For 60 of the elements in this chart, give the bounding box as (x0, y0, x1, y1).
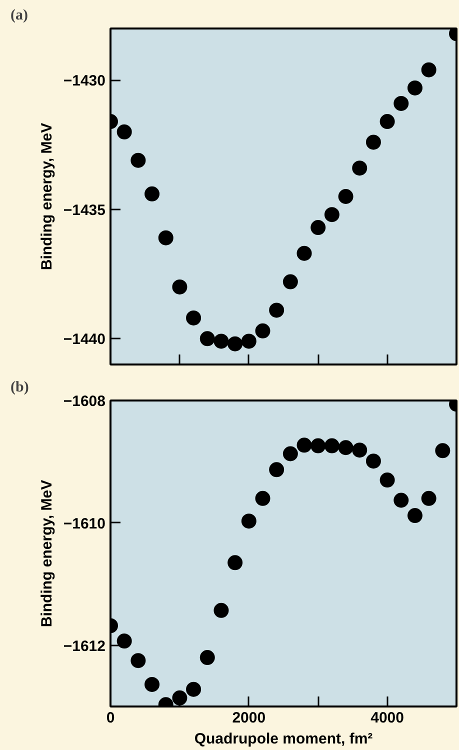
point (158, 230, 174, 246)
point (352, 442, 368, 458)
point (241, 334, 256, 349)
point (407, 80, 422, 96)
y-tick-label: −1440 (63, 331, 106, 348)
point (366, 454, 381, 469)
point (186, 682, 202, 697)
point (200, 650, 215, 666)
point (380, 472, 395, 488)
y-tick-label: −1610 (63, 515, 106, 532)
y-axis-title: Binding energy, MeV (38, 122, 56, 270)
point (352, 160, 368, 176)
point (214, 334, 229, 349)
chart-title: (a) (10, 8, 28, 24)
point (296, 246, 312, 261)
point (394, 96, 409, 111)
point (380, 114, 395, 130)
y-tick-label: −1435 (63, 202, 106, 219)
y-tick-label: −1430 (63, 72, 106, 90)
x-tick-label: 2000 (232, 710, 266, 726)
point (200, 331, 215, 346)
y-axis-title: Binding energy, MeV (38, 480, 56, 628)
point (186, 310, 202, 326)
x-axis-title: Quadrupole moment, fm² (194, 730, 373, 748)
y-tick-label: −1608 (63, 393, 106, 410)
point (255, 323, 270, 338)
x-tick-label: 4000 (370, 710, 404, 726)
point (116, 124, 132, 140)
point (144, 186, 160, 202)
point (116, 634, 132, 648)
point (421, 490, 436, 506)
point (214, 602, 229, 618)
point (435, 443, 450, 458)
point (296, 438, 312, 453)
point (282, 446, 298, 462)
point (130, 152, 146, 168)
point (228, 555, 243, 570)
point (144, 676, 160, 692)
point (241, 514, 256, 529)
point (269, 462, 284, 478)
point (310, 220, 326, 235)
x-tick-label: 0 (106, 710, 115, 726)
point (394, 492, 409, 508)
point (338, 189, 354, 204)
chart-title: (b) (10, 380, 29, 396)
point (366, 134, 381, 150)
point (172, 690, 188, 706)
point (228, 336, 243, 352)
point (421, 62, 436, 78)
point (324, 438, 340, 454)
point (269, 302, 284, 318)
point (407, 508, 422, 524)
point (255, 490, 270, 506)
point (172, 279, 188, 294)
y-tick-label: −1612 (63, 638, 106, 655)
point (130, 653, 146, 668)
point (310, 438, 326, 454)
point (324, 207, 340, 222)
point (282, 274, 298, 290)
point (338, 440, 354, 456)
